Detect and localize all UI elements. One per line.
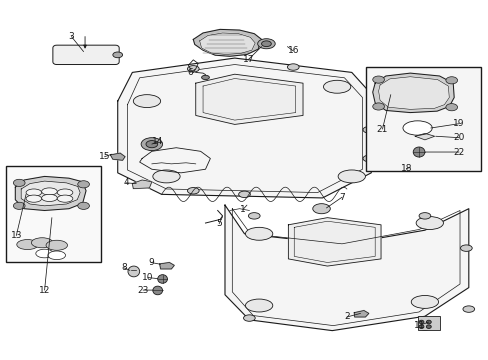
- Ellipse shape: [78, 202, 89, 210]
- Polygon shape: [224, 205, 468, 330]
- Ellipse shape: [26, 195, 41, 202]
- Bar: [366, 67, 480, 171]
- Ellipse shape: [462, 306, 474, 312]
- Polygon shape: [353, 311, 368, 317]
- Ellipse shape: [460, 245, 471, 251]
- Ellipse shape: [146, 140, 158, 148]
- Ellipse shape: [187, 188, 199, 194]
- Text: 1: 1: [240, 205, 245, 214]
- Ellipse shape: [46, 240, 67, 250]
- Ellipse shape: [31, 238, 53, 248]
- Ellipse shape: [372, 103, 384, 110]
- Text: 15: 15: [99, 152, 110, 161]
- Text: 14: 14: [152, 137, 163, 146]
- Ellipse shape: [113, 52, 122, 58]
- Ellipse shape: [57, 195, 73, 202]
- Polygon shape: [159, 262, 174, 269]
- Ellipse shape: [402, 121, 431, 135]
- Text: 8: 8: [121, 264, 127, 273]
- Ellipse shape: [17, 239, 38, 249]
- Text: 17: 17: [242, 55, 254, 64]
- FancyBboxPatch shape: [53, 45, 119, 64]
- Ellipse shape: [445, 77, 457, 84]
- Text: 13: 13: [11, 231, 22, 240]
- Ellipse shape: [337, 170, 365, 183]
- Ellipse shape: [248, 213, 260, 219]
- Ellipse shape: [418, 213, 430, 219]
- Ellipse shape: [362, 155, 374, 162]
- Text: 21: 21: [376, 125, 387, 134]
- Ellipse shape: [287, 64, 299, 70]
- Ellipse shape: [26, 189, 41, 196]
- Text: 20: 20: [452, 133, 464, 142]
- Polygon shape: [378, 77, 448, 109]
- Polygon shape: [21, 181, 80, 206]
- Ellipse shape: [426, 325, 430, 328]
- Ellipse shape: [261, 41, 271, 46]
- Text: 6: 6: [186, 68, 192, 77]
- Text: 2: 2: [344, 312, 349, 321]
- Text: 3: 3: [68, 32, 74, 41]
- Ellipse shape: [243, 315, 255, 321]
- Polygon shape: [195, 74, 303, 125]
- Ellipse shape: [153, 286, 162, 295]
- Text: 10: 10: [142, 273, 153, 282]
- Ellipse shape: [245, 299, 272, 312]
- Polygon shape: [193, 30, 261, 56]
- Ellipse shape: [312, 204, 330, 214]
- Bar: [5, 166, 101, 262]
- Polygon shape: [132, 180, 152, 189]
- Text: 16: 16: [287, 46, 298, 55]
- Ellipse shape: [141, 138, 162, 150]
- Ellipse shape: [426, 320, 430, 324]
- Ellipse shape: [13, 179, 25, 186]
- Polygon shape: [414, 134, 434, 140]
- Bar: [417, 316, 439, 330]
- Text: 19: 19: [452, 119, 464, 128]
- Ellipse shape: [245, 227, 272, 240]
- Text: 11: 11: [413, 321, 425, 330]
- Ellipse shape: [13, 202, 25, 210]
- Ellipse shape: [412, 147, 424, 157]
- Ellipse shape: [372, 76, 384, 83]
- Ellipse shape: [187, 66, 199, 72]
- Ellipse shape: [158, 275, 167, 283]
- Ellipse shape: [257, 39, 275, 49]
- Ellipse shape: [41, 188, 57, 195]
- Ellipse shape: [128, 266, 140, 277]
- Text: 22: 22: [452, 148, 464, 157]
- Ellipse shape: [133, 95, 160, 108]
- Text: 12: 12: [39, 285, 50, 294]
- Ellipse shape: [418, 320, 423, 324]
- Text: 23: 23: [137, 285, 148, 294]
- Ellipse shape: [36, 249, 53, 258]
- Polygon shape: [118, 58, 370, 198]
- Polygon shape: [110, 153, 125, 160]
- Ellipse shape: [238, 191, 250, 198]
- Ellipse shape: [48, 251, 65, 260]
- Polygon shape: [288, 218, 380, 266]
- Text: 5: 5: [216, 219, 222, 228]
- Ellipse shape: [153, 170, 180, 183]
- Ellipse shape: [323, 80, 350, 93]
- Text: 9: 9: [148, 258, 153, 267]
- Text: 18: 18: [400, 164, 411, 173]
- Polygon shape: [15, 176, 86, 211]
- Ellipse shape: [362, 127, 374, 133]
- Ellipse shape: [415, 217, 443, 229]
- Ellipse shape: [78, 181, 89, 188]
- Polygon shape: [199, 33, 255, 54]
- Ellipse shape: [418, 325, 423, 328]
- Ellipse shape: [410, 296, 438, 309]
- Ellipse shape: [57, 189, 73, 196]
- Ellipse shape: [201, 75, 209, 80]
- Text: 4: 4: [123, 178, 128, 187]
- Text: 7: 7: [339, 193, 344, 202]
- Ellipse shape: [418, 324, 430, 330]
- Ellipse shape: [445, 104, 457, 111]
- Ellipse shape: [41, 194, 57, 202]
- Polygon shape: [372, 73, 453, 113]
